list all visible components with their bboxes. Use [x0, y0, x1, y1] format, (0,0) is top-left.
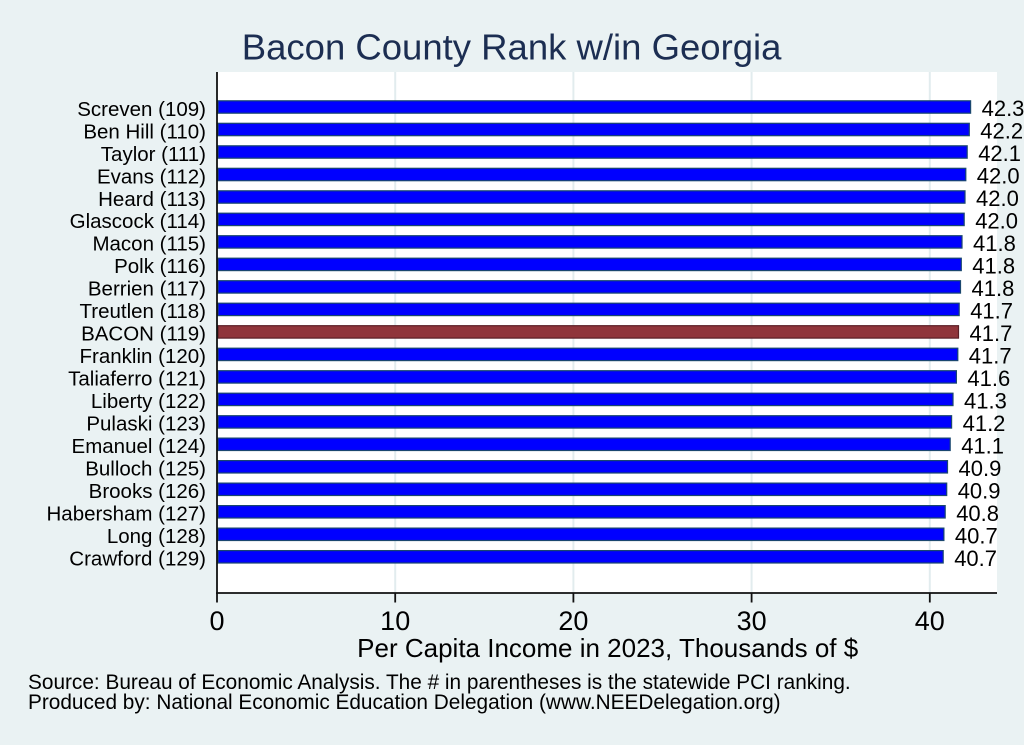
svg-text:0: 0	[209, 606, 224, 636]
svg-text:41.8: 41.8	[973, 231, 1016, 256]
svg-text:Ben Hill (110): Ben Hill (110)	[83, 120, 206, 143]
svg-text:Bacon County Rank w/in Georgia: Bacon County Rank w/in Georgia	[242, 27, 782, 68]
svg-text:42.0: 42.0	[975, 209, 1018, 234]
svg-text:Screven (109): Screven (109)	[77, 98, 206, 121]
svg-text:Macon (115): Macon (115)	[92, 233, 206, 256]
svg-text:40.9: 40.9	[958, 479, 1001, 504]
svg-text:Produced by: National Economic: Produced by: National Economic Education…	[28, 691, 781, 714]
svg-text:Source: Bureau of Economic Ana: Source: Bureau of Economic Analysis. The…	[28, 671, 851, 694]
svg-text:40.8: 40.8	[956, 501, 999, 526]
svg-text:Glascock (114): Glascock (114)	[70, 210, 206, 233]
svg-text:20: 20	[558, 606, 588, 636]
svg-text:Liberty (122): Liberty (122)	[91, 390, 206, 413]
svg-text:30: 30	[737, 606, 767, 636]
svg-text:42.1: 42.1	[978, 141, 1021, 166]
svg-text:42.0: 42.0	[977, 164, 1020, 189]
svg-text:Pulaski (123): Pulaski (123)	[86, 413, 206, 436]
svg-text:BACON (119): BACON (119)	[81, 323, 206, 346]
svg-text:Evans (112): Evans (112)	[97, 165, 206, 188]
svg-text:10: 10	[380, 606, 410, 636]
svg-text:41.7: 41.7	[969, 344, 1012, 369]
svg-text:Habersham (127): Habersham (127)	[46, 503, 206, 526]
svg-text:41.1: 41.1	[961, 434, 1004, 459]
svg-text:41.3: 41.3	[964, 389, 1007, 414]
svg-text:41.7: 41.7	[970, 299, 1013, 324]
svg-text:41.6: 41.6	[967, 366, 1010, 391]
svg-text:40.7: 40.7	[955, 524, 998, 549]
svg-text:42.0: 42.0	[976, 186, 1019, 211]
svg-text:40.9: 40.9	[959, 456, 1002, 481]
svg-text:Emanuel (124): Emanuel (124)	[72, 435, 206, 458]
svg-text:Per Capita Income in 2023, Tho: Per Capita Income in 2023, Thousands of …	[357, 633, 859, 663]
svg-text:42.3: 42.3	[982, 96, 1024, 121]
svg-text:41.2: 41.2	[963, 411, 1006, 436]
svg-text:Polk (116): Polk (116)	[114, 255, 206, 278]
svg-text:Long (128): Long (128)	[107, 525, 206, 548]
svg-text:Bulloch (125): Bulloch (125)	[85, 458, 206, 481]
svg-text:40: 40	[915, 606, 945, 636]
svg-text:Crawford (129): Crawford (129)	[69, 548, 206, 571]
svg-text:Taylor (111): Taylor (111)	[101, 143, 206, 166]
svg-text:41.8: 41.8	[972, 276, 1015, 301]
svg-text:Treutlen (118): Treutlen (118)	[80, 300, 206, 323]
svg-text:Brooks (126): Brooks (126)	[89, 480, 206, 503]
svg-text:41.7: 41.7	[970, 321, 1013, 346]
svg-text:42.2: 42.2	[980, 119, 1023, 144]
svg-text:40.7: 40.7	[954, 546, 997, 571]
svg-text:41.8: 41.8	[972, 254, 1015, 279]
svg-text:Taliaferro (121): Taliaferro (121)	[68, 368, 206, 391]
svg-text:Berrien (117): Berrien (117)	[88, 278, 206, 301]
svg-text:Heard (113): Heard (113)	[98, 188, 206, 211]
svg-text:Franklin (120): Franklin (120)	[80, 345, 206, 368]
